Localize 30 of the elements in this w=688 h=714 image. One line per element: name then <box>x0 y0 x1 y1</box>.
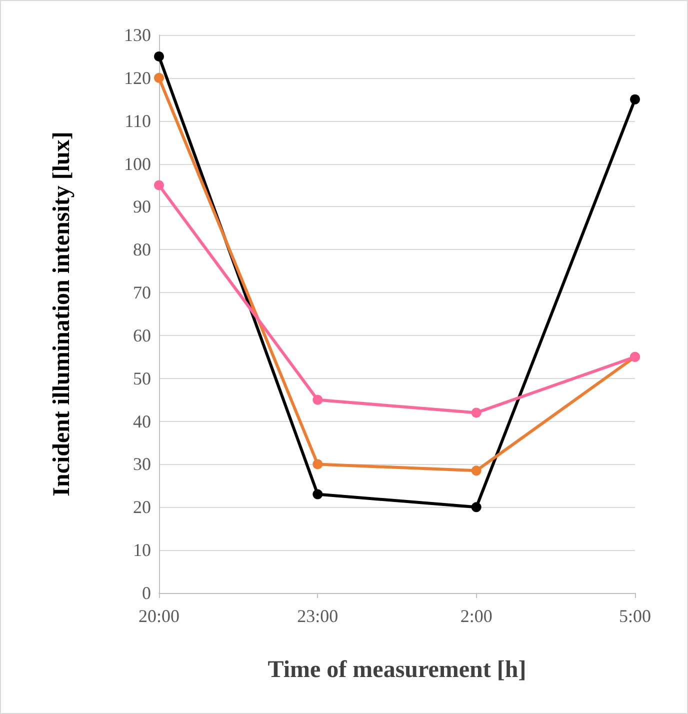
y-tick-label: 110 <box>124 110 151 131</box>
y-tick-label: 50 <box>133 368 151 388</box>
x-axis-title: Time of measurement [h] <box>268 657 526 683</box>
point <box>312 489 323 500</box>
y-tick-label: 70 <box>133 282 151 303</box>
point <box>312 459 323 470</box>
y-tick-label: 30 <box>133 454 151 474</box>
x-tick-label: 5:00 <box>618 606 652 626</box>
y-tick-label: 20 <box>133 497 151 518</box>
y-tick-label: 80 <box>133 240 151 260</box>
y-tick-label: 90 <box>133 196 151 217</box>
point <box>471 502 482 512</box>
x-tick-label: 23:00 <box>297 606 338 626</box>
point <box>154 180 164 190</box>
y-tick-label: 10 <box>133 540 151 560</box>
x-tick-label: 2:00 <box>460 606 492 626</box>
point <box>471 466 482 476</box>
point <box>154 72 164 83</box>
y-axis-title: Incident illumination intensity [lux] <box>49 132 75 496</box>
y-tick-label: 100 <box>124 154 151 174</box>
x-tick-label: 20:00 <box>138 606 180 626</box>
point <box>471 408 482 418</box>
y-tick-label: 60 <box>133 325 151 346</box>
point <box>154 51 164 62</box>
y-tick-label: 0 <box>142 583 151 603</box>
point <box>312 394 323 405</box>
y-tick-label: 120 <box>124 68 151 88</box>
point <box>630 94 640 104</box>
y-tick-label: 40 <box>133 411 151 432</box>
y-tick-label: 130 <box>124 25 151 45</box>
